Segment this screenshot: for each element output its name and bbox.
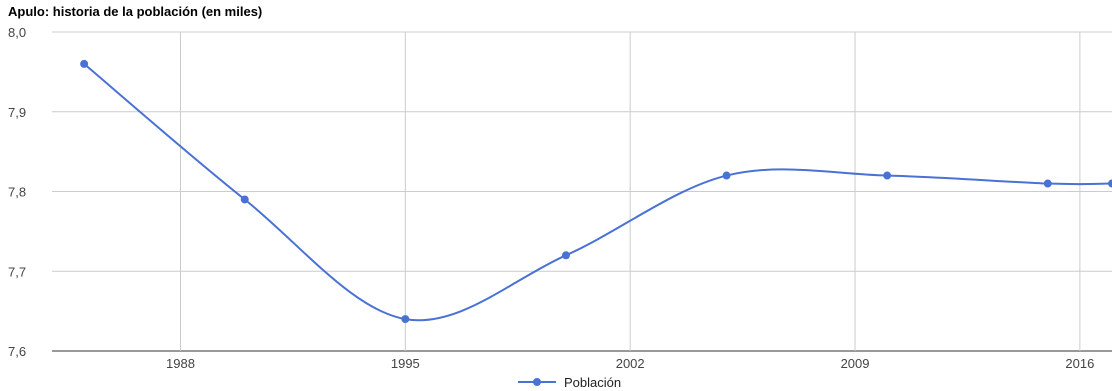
x-tick-label: 2009 [841, 356, 870, 371]
data-point[interactable] [561, 251, 570, 260]
y-tick-label: 8,0 [8, 25, 26, 40]
legend-label: Población [564, 375, 621, 390]
y-tick-label: 7,6 [8, 344, 26, 359]
y-tick-label: 7,8 [8, 185, 26, 200]
x-tick-label: 2002 [616, 356, 645, 371]
data-point[interactable] [80, 59, 89, 68]
series-layer [80, 59, 1112, 324]
legend: Población [518, 375, 621, 390]
data-point[interactable] [240, 195, 249, 204]
legend-marker [533, 378, 541, 386]
x-tick-label: 1988 [166, 356, 195, 371]
data-point[interactable] [1043, 179, 1052, 188]
data-point[interactable] [1108, 179, 1112, 188]
tick-labels: 8,0 7,9 7,8 7,7 7,6 1988 1995 2002 2009 2016 [8, 25, 1094, 371]
y-tick-label: 7,9 [8, 105, 26, 120]
series-line [83, 63, 1112, 322]
y-tick-label: 7,7 [8, 264, 26, 279]
chart-title: Apulo: historia de la población (en mile… [8, 4, 263, 19]
grid-lines [52, 31, 1112, 352]
x-tick-label: 2016 [1065, 356, 1094, 371]
x-tick-label: 1995 [391, 356, 420, 371]
data-point[interactable] [883, 171, 892, 180]
data-point[interactable] [401, 315, 410, 324]
data-point[interactable] [722, 171, 731, 180]
